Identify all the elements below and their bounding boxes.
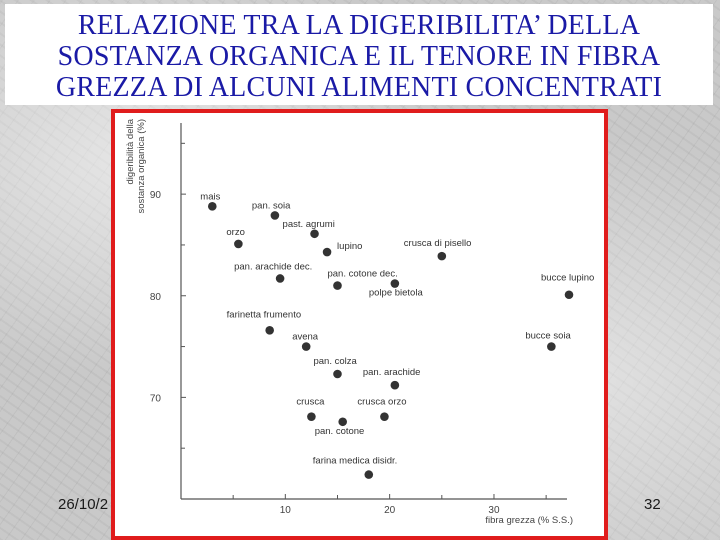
slide-title: RELAZIONE TRA LA DIGERIBILITA’ DELLA SOS… (5, 4, 713, 105)
data-point-label: crusca orzo (357, 397, 406, 408)
data-point-label: orzo (226, 227, 244, 238)
data-point-label: farina medica disidr. (313, 456, 397, 467)
data-point-label: mais (200, 191, 220, 202)
data-point-label: pan. arachide dec. (234, 261, 312, 272)
title-line-3: GREZZA DI ALCUNI ALIMENTI CONCENTRATI (55, 72, 663, 103)
data-point-label: avena (292, 332, 319, 343)
x-tick-label: 20 (384, 505, 396, 516)
data-point (364, 470, 374, 479)
data-point-label: pan. arachide (363, 367, 421, 378)
data-point (390, 279, 400, 288)
data-point (564, 290, 574, 300)
data-point (380, 412, 389, 421)
title-line-1: RELAZIONE TRA LA DIGERIBILITA’ DELLA (77, 10, 641, 41)
data-point (333, 281, 342, 290)
data-point-label: bucce lupino (541, 273, 594, 284)
data-point-label: bucce soia (525, 331, 571, 342)
data-point (437, 251, 447, 261)
data-point-label: pan. cotone (315, 426, 365, 437)
y-tick-label: 90 (150, 190, 162, 201)
slide-date: 26/10/2012 (58, 496, 108, 513)
data-point-label: polpe bietola (369, 288, 424, 299)
data-point (338, 417, 348, 427)
data-point (333, 369, 342, 379)
x-tick-label: 10 (280, 505, 292, 516)
data-point (207, 202, 217, 211)
data-point-label: pan. soia (252, 200, 291, 211)
x-tick-label: 30 (488, 505, 500, 516)
data-point-label: lupino (337, 241, 362, 252)
data-point (265, 326, 274, 335)
y-axis-label-line: digeribilità della (125, 118, 136, 184)
data-point (275, 274, 285, 283)
data-point (234, 239, 243, 249)
slide-page-number: 32 (644, 496, 661, 513)
y-tick-label: 80 (150, 292, 162, 303)
x-axis-label: fibra grezza (% S.S.) (485, 515, 573, 526)
y-axis-label-line: sostanza organica (%) (136, 119, 147, 214)
data-point-label: pan. cotone dec. (327, 269, 397, 280)
data-point-label: farinetta frumento (227, 309, 301, 320)
title-line-2: SOSTANZA ORGANICA E IL TENORE IN FIBRA (57, 41, 661, 72)
data-point (310, 229, 319, 239)
chart-frame: 70 80 90 10 20 30 fibra grezza (% S.S.) digerib… (111, 109, 608, 540)
data-point-label: pan. colza (313, 356, 357, 367)
data-point (301, 342, 311, 351)
data-point-label: crusca di pisello (404, 238, 472, 249)
data-point (390, 380, 400, 390)
data-point (322, 247, 332, 257)
data-point (270, 211, 280, 220)
data-point-label: crusca (296, 397, 325, 408)
data-point (307, 412, 316, 421)
data-point (547, 342, 556, 351)
data-point-label: past. agrumi (283, 219, 335, 230)
y-tick-label: 70 (150, 393, 162, 404)
